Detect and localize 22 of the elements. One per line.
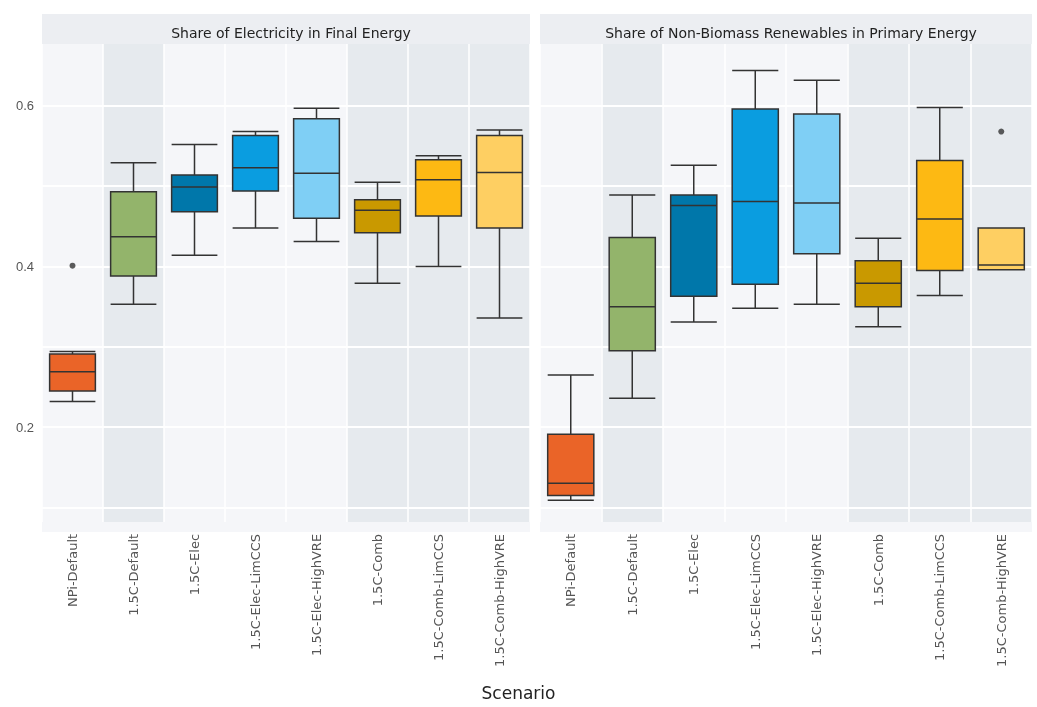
x-tick-label: 1.5C-Default: [624, 533, 640, 616]
x-tick-label: 1.5C-Elec-HighVRE: [309, 533, 324, 657]
x-tick-label: 1.5C-Comb: [370, 533, 385, 607]
y-tick-label: 0.4: [15, 258, 34, 274]
y-tick-label: 0.6: [15, 98, 34, 114]
x-tick-label: 1.5C-Comb-LimCCS: [932, 533, 948, 661]
x-tick-label: 1.5C-Elec-LimCCS: [248, 533, 263, 650]
x-tick-label: 1.5C-Comb: [870, 533, 886, 607]
chart-title: Share of Non-Biomass Renewables in Primary Energy: [605, 25, 977, 41]
x-tick-label: 1.5C-Elec: [686, 533, 702, 596]
x-tick-label: 1.5C-Default: [126, 533, 141, 616]
x-tick-label: NPi-Default: [65, 533, 80, 607]
x-tick-label: 1.5C-Comb-HighVRE: [993, 533, 1009, 668]
chart-title: Share of Electricity in Final Energy: [171, 25, 411, 41]
y-tick-label: 0.2: [15, 419, 34, 435]
x-tick-label: 1.5C-Elec-LimCCS: [747, 533, 763, 650]
x-tick-label: 1.5C-Elec: [187, 533, 202, 596]
x-tick-label: 1.5C-Elec-HighVRE: [809, 533, 825, 657]
x-tick-label: NPi-Default: [563, 533, 579, 607]
x-axis-title: Scenario: [480, 683, 557, 703]
x-tick-label: 1.5C-Comb-LimCCS: [431, 533, 446, 661]
x-tick-label: 1.5C-Comb-HighVRE: [492, 533, 507, 668]
